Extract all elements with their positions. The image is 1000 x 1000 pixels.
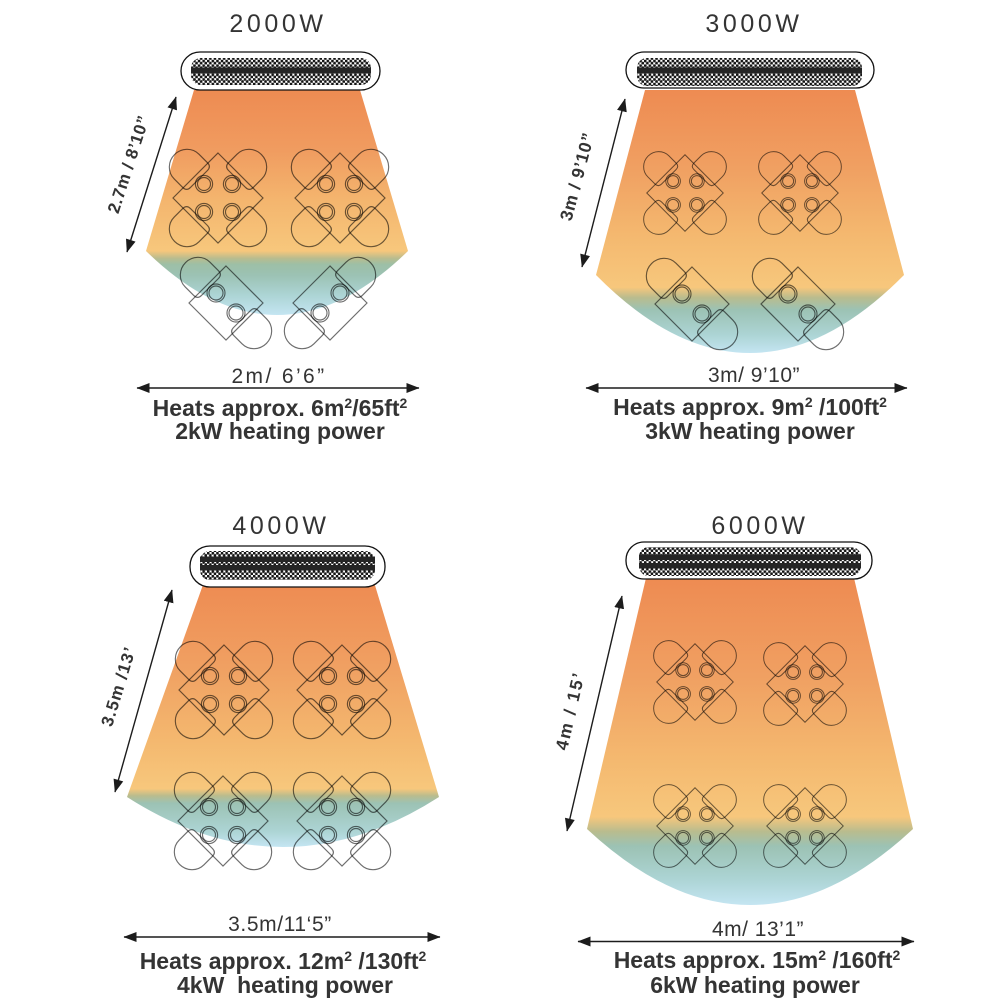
svg-text:Heats approx. 12m2 /130ft2: Heats approx. 12m2 /130ft2 (140, 948, 427, 974)
svg-text:6000W: 6000W (711, 512, 808, 540)
svg-text:3m/ 9’10”: 3m/ 9’10” (708, 364, 800, 387)
svg-text:3000W: 3000W (705, 10, 802, 38)
svg-text:Heats approx. 15m2 /160ft2: Heats approx. 15m2 /160ft2 (614, 947, 901, 973)
svg-text:4kW heating power: 4kW heating power (177, 972, 393, 998)
svg-text:4m/ 13’1”: 4m/ 13’1” (712, 918, 804, 941)
svg-text:2kW heating power: 2kW heating power (175, 418, 385, 444)
svg-text:3.5m/11‘5”: 3.5m/11‘5” (228, 913, 332, 936)
svg-text:4000W: 4000W (232, 512, 329, 540)
svg-text:6kW heating power: 6kW heating power (650, 972, 860, 998)
svg-text:Heats approx. 6m2/65ft2: Heats approx. 6m2/65ft2 (153, 395, 408, 421)
svg-text:Heats approx. 9m2 /100ft2: Heats approx. 9m2 /100ft2 (613, 394, 887, 420)
svg-text:2.7m / 8’10”: 2.7m / 8’10” (104, 113, 154, 216)
svg-text:2000W: 2000W (229, 10, 326, 38)
svg-text:3kW heating power: 3kW heating power (645, 418, 855, 444)
svg-text:4m / 15’: 4m / 15’ (551, 669, 589, 752)
svg-text:3.5m /13’: 3.5m /13’ (98, 644, 140, 729)
svg-text:2m/ 6’6”: 2m/ 6’6” (231, 365, 326, 388)
svg-text:3m / 9’10”: 3m / 9’10” (556, 130, 599, 223)
